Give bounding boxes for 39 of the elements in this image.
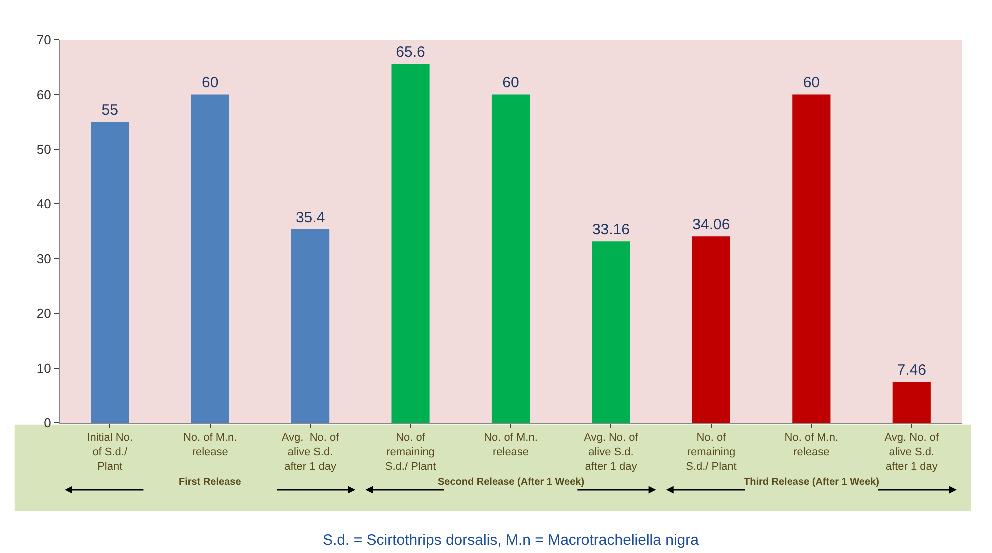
data-label: 60: [202, 74, 219, 92]
x-tick-label: No. of remaining S.d./ Plant: [686, 432, 737, 473]
y-tick-label: 20: [36, 306, 52, 322]
bar: [392, 64, 430, 423]
data-label: 60: [803, 74, 820, 92]
x-tick-label: Avg. No. of alive S.d. after 1 day: [584, 432, 640, 473]
data-label: 65.6: [396, 44, 426, 62]
bar: [692, 236, 730, 423]
data-label: 33.16: [592, 222, 630, 239]
data-label: 7.46: [897, 362, 926, 380]
y-tick-label: 60: [36, 87, 52, 102]
bar: [892, 382, 931, 423]
bar: [592, 242, 630, 423]
bar: [792, 94, 831, 423]
x-tick-label: Initial No. of S.d./ Plant: [87, 432, 134, 473]
text: Second Release (After 1 Week): [438, 477, 585, 488]
data-label: 60: [502, 74, 520, 92]
x-tick-label: Avg. No. of alive S.d. after 1 day: [884, 432, 940, 473]
bar: [191, 94, 230, 423]
y-tick-label: 70: [36, 32, 52, 48]
y-tick-label: 0: [44, 416, 52, 431]
text: Third Release (After 1 Week): [744, 477, 880, 488]
y-tick-label: 40: [36, 196, 52, 212]
y-tick-label: 10: [36, 360, 52, 376]
text: S.d. = Scirtothrips dorsalis, M.n = Macrotracheliella nigra: [323, 532, 700, 549]
x-tick-label: No. of M.n. release: [183, 432, 238, 458]
y-tick-label: 50: [36, 142, 52, 157]
bar: [91, 122, 130, 423]
x-tick-label: Avg. No. of alive S.d. after 1 day: [282, 432, 340, 473]
bar: [292, 229, 330, 423]
x-tick-label: No. of M.n. release: [784, 432, 839, 458]
text: First Release: [179, 477, 242, 488]
y-tick-label: 30: [36, 251, 52, 266]
x-tick-label: No. of remaining S.d./ Plant: [385, 432, 436, 473]
data-label: 35.4: [296, 209, 326, 226]
bar: [492, 94, 530, 423]
data-label: 34.06: [692, 216, 730, 234]
x-tick-label: No. of M.n. release: [484, 432, 538, 458]
data-label: 55: [102, 102, 118, 120]
